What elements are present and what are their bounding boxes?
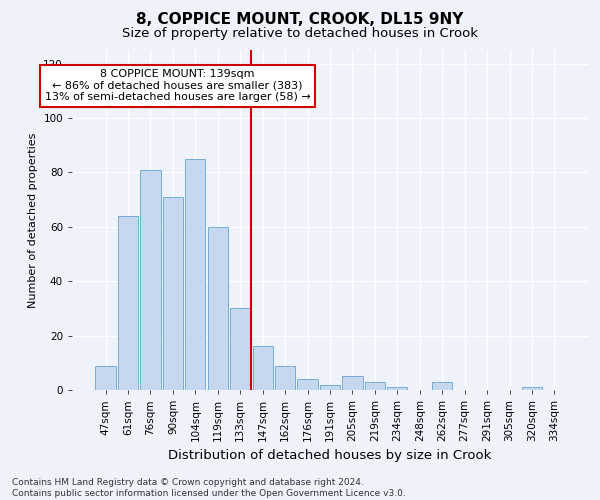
Bar [298, 379, 317, 390]
Bar [275, 366, 295, 390]
Text: Contains HM Land Registry data © Crown copyright and database right 2024.
Contai: Contains HM Land Registry data © Crown c… [12, 478, 406, 498]
Bar [185, 159, 205, 390]
Text: Size of property relative to detached houses in Crook: Size of property relative to detached ho… [122, 28, 478, 40]
Bar [432, 382, 452, 390]
Bar [208, 227, 228, 390]
Bar [118, 216, 138, 390]
Bar [343, 376, 362, 390]
Bar [253, 346, 273, 390]
Bar [522, 388, 542, 390]
Bar [95, 366, 116, 390]
X-axis label: Distribution of detached houses by size in Crook: Distribution of detached houses by size … [169, 450, 491, 462]
Text: 8, COPPICE MOUNT, CROOK, DL15 9NY: 8, COPPICE MOUNT, CROOK, DL15 9NY [136, 12, 464, 28]
Bar [163, 197, 183, 390]
Bar [140, 170, 161, 390]
Bar [320, 384, 340, 390]
Y-axis label: Number of detached properties: Number of detached properties [28, 132, 38, 308]
Bar [230, 308, 250, 390]
Bar [387, 388, 407, 390]
Bar [365, 382, 385, 390]
Text: 8 COPPICE MOUNT: 139sqm
← 86% of detached houses are smaller (383)
13% of semi-d: 8 COPPICE MOUNT: 139sqm ← 86% of detache… [44, 69, 310, 102]
